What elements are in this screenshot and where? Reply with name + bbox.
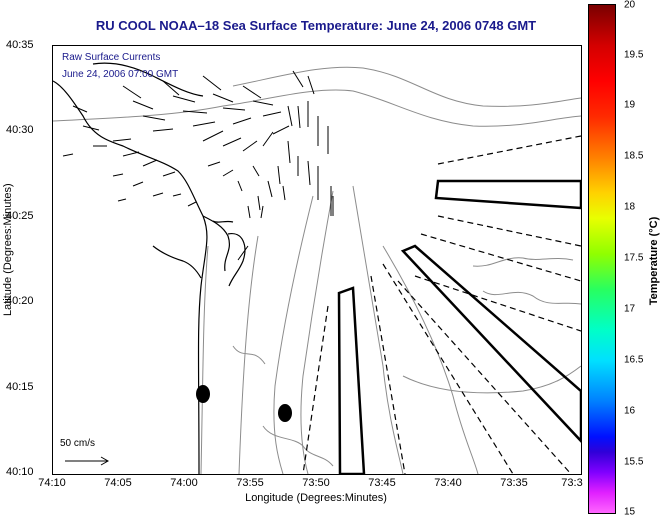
- x-tick-label: 74:05: [104, 477, 132, 489]
- coastline: [53, 62, 246, 474]
- x-tick-label: 74:00: [170, 477, 198, 489]
- map-canvas: [53, 62, 581, 474]
- x-tick-label: 73:40: [434, 477, 462, 489]
- colorbar-tick-label: 16: [624, 405, 636, 417]
- colorbar-tick-label: 19.5: [624, 49, 644, 61]
- scale-arrow: [65, 456, 110, 466]
- y-tick-label: 40:25: [6, 210, 34, 222]
- y-axis-title: Latitude (Degrees:Minutes): [2, 183, 14, 316]
- legend-line1: Raw Surface Currents: [62, 52, 161, 63]
- colorbar-tick-label: 15.5: [624, 456, 644, 468]
- colorbar-title: Temperature (°C): [648, 216, 660, 306]
- current-vectors: [62, 70, 334, 261]
- y-tick-label: 40:35: [6, 39, 34, 51]
- legend-line2: June 24, 2006 07:00 GMT: [62, 69, 179, 80]
- x-tick-label: 74:10: [38, 477, 66, 489]
- colorbar-tick-label: 16.5: [624, 354, 644, 366]
- map-plot-area: [52, 45, 582, 475]
- y-tick-label: 40:15: [6, 381, 34, 393]
- colorbar-tick-label: 15: [624, 506, 636, 518]
- x-tick-label: 73:3: [561, 477, 583, 489]
- station-markers: [196, 385, 292, 422]
- y-tick-label: 40:10: [6, 466, 34, 478]
- colorbar-tick-label: 17: [624, 303, 636, 315]
- scale-label: 50 cm/s: [60, 438, 96, 449]
- x-tick-label: 73:45: [368, 477, 396, 489]
- x-tick-label: 73:35: [500, 477, 528, 489]
- survey-boxes: [337, 179, 581, 474]
- colorbar-tick-label: 17.5: [624, 252, 644, 264]
- y-tick-label: 40:30: [6, 124, 34, 136]
- dashed-lines: [302, 135, 581, 474]
- x-tick-label: 73:55: [236, 477, 264, 489]
- chart-title: RU COOL NOAA–18 Sea Surface Temperature:…: [95, 18, 537, 33]
- y-tick-label: 40:20: [6, 295, 34, 307]
- temperature-colorbar: [588, 4, 616, 514]
- colorbar-tick-label: 18: [624, 201, 636, 213]
- bathymetry-contours: [53, 66, 581, 474]
- x-axis-title: Longitude (Degrees:Minutes): [245, 492, 387, 504]
- colorbar-tick-label: 18.5: [624, 150, 644, 162]
- colorbar-tick-label: 20: [624, 0, 636, 11]
- x-tick-label: 73:50: [302, 477, 330, 489]
- colorbar-tick-label: 19: [624, 99, 636, 111]
